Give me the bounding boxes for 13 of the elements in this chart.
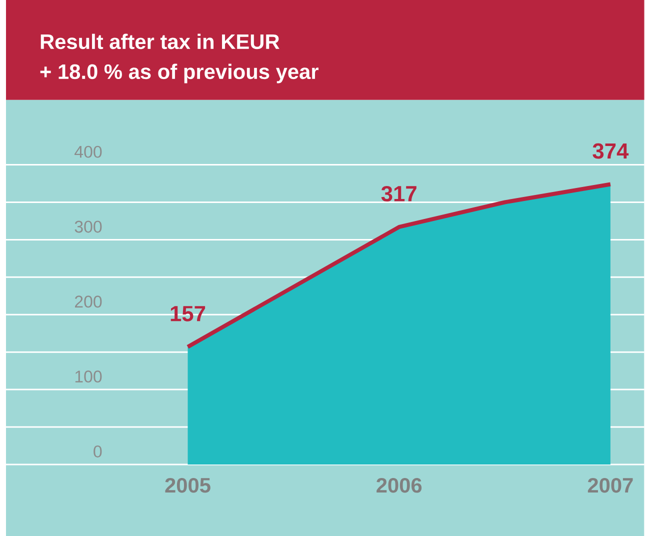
x-tick-label: 2006 — [376, 478, 422, 493]
x-tick-label: 2005 — [165, 478, 210, 493]
data-label: 317 — [381, 186, 416, 202]
chart-subtitle: + 18.0 % as of previous year — [40, 64, 318, 84]
y-tick-label: 400 — [74, 146, 102, 158]
x-tick-label: 2007 — [588, 478, 633, 493]
data-label: 374 — [592, 143, 629, 159]
y-tick-label: 200 — [75, 295, 102, 308]
data-label: 157 — [170, 306, 206, 322]
y-tick-label: 100 — [75, 370, 102, 382]
y-tick-label: 0 — [94, 445, 102, 458]
y-tick-label: 300 — [74, 220, 102, 233]
chart-title: Result after tax in KEUR — [40, 34, 280, 49]
